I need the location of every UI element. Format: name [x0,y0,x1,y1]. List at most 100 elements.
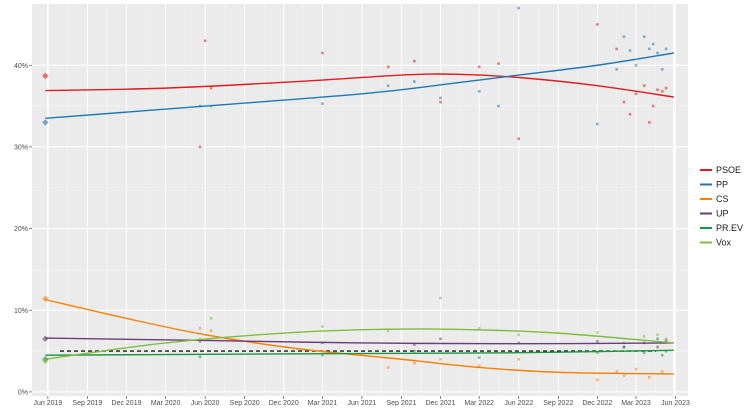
poll-point-pr-ev [642,351,646,355]
poll-point-cs [634,367,638,371]
y-tick-label: 0% [18,389,28,396]
poll-point-vox [642,335,646,338]
poll-point-psoe [642,84,646,87]
y-axis-ticks: 0% 10% 20% 30% 40% [14,63,32,396]
poll-point-psoe [615,47,618,51]
poll-point-vox [656,333,659,337]
poll-point-pp [517,6,521,10]
trend-line-up [45,337,674,345]
election-result-cs [42,295,49,303]
poll-point-pr-ev [198,355,202,359]
poll-point-pp [651,42,655,46]
poll-point-psoe [497,62,500,65]
poll-point-cs [660,370,664,373]
x-tick-label: Dec 2020 [269,400,299,407]
x-tick-label: Sep 2019 [72,400,102,407]
poll-point-psoe [664,86,668,90]
x-axis-ticks: Jun 2019 Sep 2019 Dec 2019 Mar 2020 Jun 2020… [33,396,690,407]
x-tick-label: Sep 2020 [230,400,260,407]
poll-point-psoe [660,90,664,93]
poll-point-cs [622,374,626,377]
poll-point-psoe [203,39,207,43]
y-tick-label: 40% [14,63,28,70]
poll-point-vox [321,325,324,328]
poll-point-psoe [477,65,481,69]
poll-point-psoe [209,86,213,90]
x-tick-label: Mar 2020 [151,400,181,407]
poll-point-pr-ev [477,356,481,359]
poll-point-up [413,343,416,346]
y-tick-label: 10% [14,308,28,315]
poll-point-pr-ev [413,349,416,353]
poll-point-cs [209,329,213,332]
reference-lines [47,4,675,396]
poll-point-psoe [651,104,655,108]
y-tick-label: 20% [14,226,28,233]
x-tick-label: Jun 2023 [661,400,690,407]
poll-point-vox [664,337,668,341]
trend-line-pp [45,52,674,120]
poll-point-psoe [656,88,659,92]
poll-point-vox [386,329,390,332]
panel-background [32,4,688,396]
poll-point-pp [664,47,668,51]
poll-point-vox [517,333,521,337]
trend-line-pr-ev [45,349,674,356]
poll-point-psoe [413,59,416,63]
poll-point-pr-ev [321,353,324,357]
x-tick-label: Mar 2022 [464,400,494,407]
poll-point-pr-ev [596,351,599,355]
poll-point-psoe [622,100,626,104]
trend-line-cs [45,298,674,375]
poll-point-vox [439,296,442,300]
poll-point-cs [517,357,521,361]
poll-point-psoe [439,100,442,104]
x-tick-label: Dec 2019 [112,400,142,407]
poll-point-psoe [596,23,599,26]
poll-point-pp [386,84,390,87]
poll-point-cs [413,362,416,365]
election-result-up [42,335,49,343]
poll-point-cs [386,366,390,369]
legend-label-up: UP [716,209,729,219]
poll-point-psoe [628,112,632,116]
poll-point-up [439,337,442,341]
legend-label-pp: PP [716,180,728,190]
legend: PSOE PP CS UP PR.EV Vox [700,165,743,248]
x-tick-label: Jun 2020 [191,400,220,407]
trend-line-psoe [45,73,674,98]
poll-point-pp [439,96,442,100]
poll-point-cs [439,357,442,361]
poll-point-cs [648,375,651,379]
x-tick-label: Jun 2022 [504,400,533,407]
x-tick-label: Jun 2019 [33,400,62,407]
poll-point-vox [477,326,481,330]
poll-point-pp [628,49,632,52]
grid-minor [32,4,688,396]
poll-point-pp [497,104,500,108]
x-tick-label: Mar 2023 [621,400,651,407]
poll-point-pp [622,35,626,38]
poll-point-up [596,339,599,343]
poll-point-pp [615,68,618,71]
x-tick-label: Dec 2021 [426,400,456,407]
x-tick-label: Sep 2021 [386,400,416,407]
poll-point-psoe [634,92,638,96]
poll-point-psoe [321,51,324,55]
poll-point-up [517,341,521,345]
poll-point-vox [596,331,599,334]
election-result-vox [42,357,49,365]
poll-point-up [664,339,668,342]
poll-point-pr-ev [660,353,664,357]
x-tick-label: Mar 2021 [308,400,338,407]
x-tick-label: Dec 2022 [582,400,612,407]
poll-point-cs [198,326,202,330]
legend-label-pr-ev: PR.EV [716,223,743,233]
poll-point-pp [634,63,638,67]
poll-point-psoe [648,121,651,124]
legend-label-vox: Vox [716,238,732,248]
election-result-pp [42,119,49,126]
poll-point-pp [656,51,659,55]
poll-point-up [656,345,659,349]
